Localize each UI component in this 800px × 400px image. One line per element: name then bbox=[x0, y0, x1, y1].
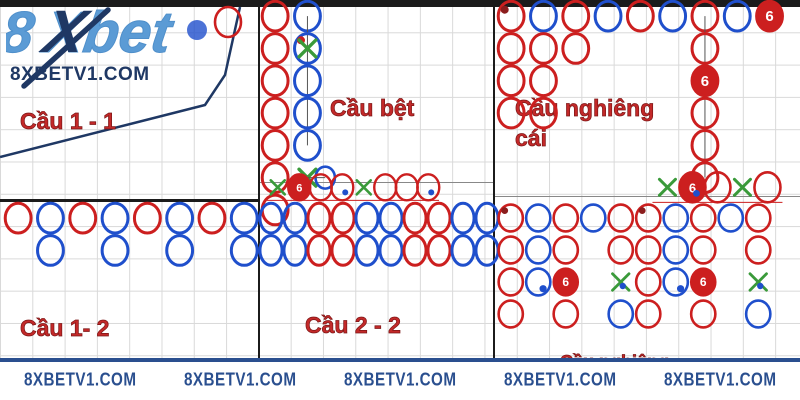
svg-text:6: 6 bbox=[562, 275, 569, 289]
svg-text:6: 6 bbox=[765, 8, 773, 25]
svg-text:6: 6 bbox=[700, 275, 707, 289]
svg-text:6: 6 bbox=[701, 73, 709, 90]
svg-text:6: 6 bbox=[296, 182, 302, 194]
